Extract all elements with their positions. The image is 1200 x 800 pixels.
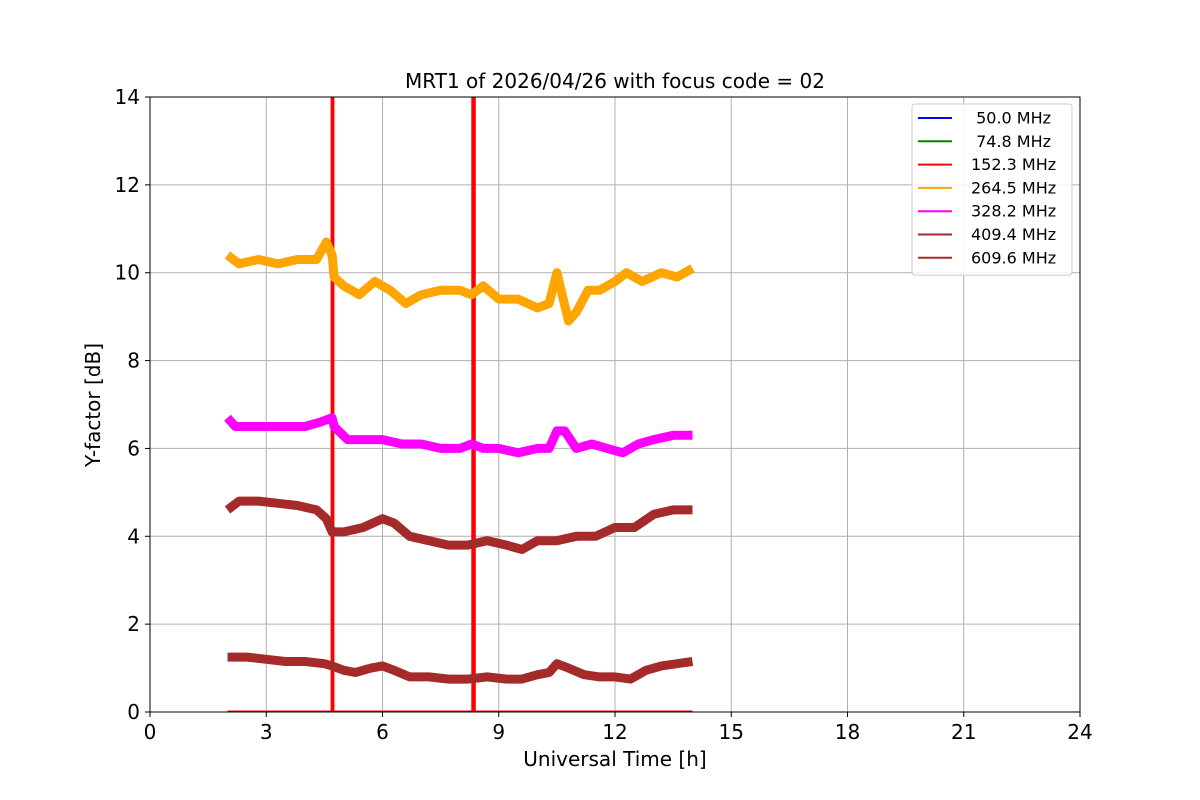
y-tick-label: 10: [115, 261, 140, 285]
legend-label: 409.4 MHz: [971, 225, 1056, 244]
series-line-152-3-mhz: [227, 97, 693, 712]
chart-title: MRT1 of 2026/04/26 with focus code = 02: [405, 69, 825, 93]
x-tick-label: 6: [376, 720, 389, 744]
y-tick-label: 4: [127, 524, 140, 548]
series-line-264-5-mhz: [224, 237, 695, 326]
legend-label: 328.2 MHz: [971, 202, 1056, 221]
x-tick-label: 18: [835, 720, 860, 744]
legend-box: [911, 103, 1073, 276]
x-axis-label: Universal Time [h]: [523, 747, 706, 771]
series-line-609-6-mhz: [227, 652, 694, 684]
y-tick-label: 2: [127, 612, 140, 636]
x-tick-label: 15: [719, 720, 744, 744]
x-tick-label: 21: [951, 720, 976, 744]
series-line-328-2-mhz: [224, 413, 693, 458]
legend-label: 50.0 MHz: [971, 109, 1051, 128]
y-tick-label: 8: [127, 349, 140, 373]
y-tick-label: 12: [115, 173, 140, 197]
x-tick-label: 3: [260, 720, 273, 744]
legend: 50.0 MHz 74.8 MHz 152.3 MHz 264.5 MHz 328.2…: [911, 103, 1073, 276]
legend-label: 609.6 MHz: [971, 248, 1056, 267]
x-tick-label: 12: [602, 720, 627, 744]
legend-label: 152.3 MHz: [971, 155, 1056, 174]
y-tick-label: 6: [127, 436, 140, 460]
y-axis: 0 2 4 6 8 10 12 14: [115, 85, 150, 724]
series-line-409-4-mhz: [224, 496, 693, 554]
y-tick-label: 0: [127, 700, 140, 724]
legend-label: 264.5 MHz: [971, 178, 1056, 197]
plot-area: [224, 97, 695, 712]
y-tick-label: 14: [115, 85, 140, 109]
y-axis-label: Y-factor [dB]: [81, 343, 105, 468]
series-lines: [224, 97, 695, 712]
x-tick-label: 9: [492, 720, 505, 744]
x-axis: 0 3 6 9 12 15 18 21 24: [144, 712, 1093, 744]
x-tick-label: 24: [1067, 720, 1092, 744]
x-tick-label: 0: [144, 720, 157, 744]
legend-label: 74.8 MHz: [971, 132, 1051, 151]
